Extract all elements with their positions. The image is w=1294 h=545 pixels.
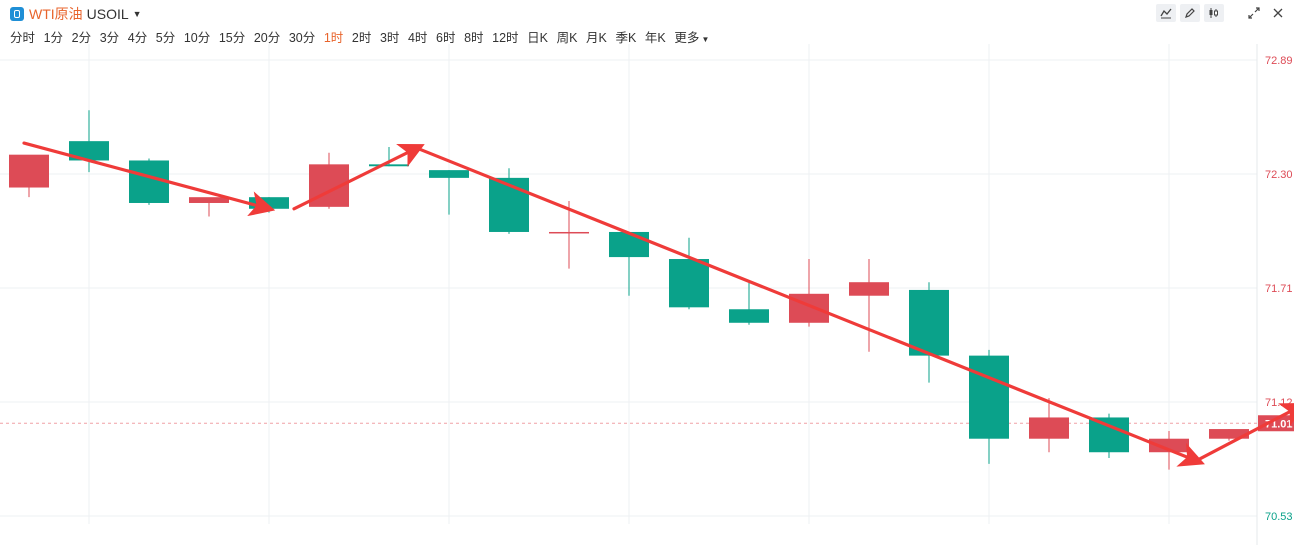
period-tab[interactable]: 日K bbox=[527, 31, 548, 45]
caret-down-icon[interactable]: ▼ bbox=[132, 9, 142, 19]
close-icon[interactable] bbox=[1268, 4, 1288, 22]
candle-body bbox=[1209, 429, 1249, 439]
period-tab[interactable]: 8时 bbox=[464, 31, 484, 45]
period-tab[interactable]: 1时 bbox=[323, 31, 344, 45]
candle-body bbox=[69, 141, 109, 161]
period-tab[interactable]: 2分 bbox=[71, 31, 92, 45]
candle-body bbox=[969, 355, 1009, 439]
trend-arrow bbox=[1192, 402, 1294, 464]
pencil-draw-tool-icon[interactable] bbox=[1180, 4, 1200, 22]
period-tab[interactable]: 月K bbox=[586, 31, 607, 45]
trend-arrow bbox=[22, 141, 276, 217]
candle-body bbox=[429, 170, 469, 178]
candle-body bbox=[9, 154, 49, 188]
y-tick-label: 72.89 bbox=[1265, 55, 1293, 67]
instrument-name: WTI原油 bbox=[29, 6, 83, 22]
y-tick-label: 72.30 bbox=[1265, 169, 1293, 181]
period-tabs: 分时 1分 2分 3分 4分 5分 10分 15分 20分 30分 1时 2时 3时 4时 6时 8时 12时日… bbox=[10, 27, 718, 46]
candle-body bbox=[669, 259, 709, 308]
period-tab[interactable]: 1分 bbox=[43, 31, 64, 45]
period-tab[interactable]: 年K bbox=[644, 31, 666, 45]
period-tab[interactable]: 周K bbox=[556, 31, 578, 45]
instrument-logo-icon bbox=[10, 7, 24, 21]
candlestick-style-icon[interactable] bbox=[1204, 4, 1224, 22]
candle-body bbox=[549, 231, 589, 234]
chart-tools bbox=[1156, 4, 1288, 22]
trend-arrow bbox=[412, 145, 1205, 467]
period-tab[interactable]: 5分 bbox=[155, 31, 176, 45]
candle-body bbox=[609, 231, 649, 258]
candle-body bbox=[249, 197, 289, 209]
line-draw-tool-icon[interactable] bbox=[1156, 4, 1176, 22]
period-tab[interactable]: 3时 bbox=[379, 31, 400, 45]
period-tab[interactable]: 分时 bbox=[10, 31, 36, 45]
period-tab[interactable]: 4分 bbox=[127, 31, 148, 45]
toolbar: WTI原油 USOIL ▼ bbox=[0, 0, 1294, 24]
candle-body bbox=[909, 289, 949, 356]
trend-arrow bbox=[292, 143, 425, 211]
instrument-symbol: USOIL bbox=[86, 6, 129, 22]
period-tab[interactable]: 30分 bbox=[288, 31, 316, 45]
caret-down-icon: ▼ bbox=[699, 35, 710, 44]
candle-body bbox=[489, 177, 529, 232]
period-tab[interactable]: 6时 bbox=[436, 31, 456, 45]
expand-icon[interactable] bbox=[1244, 4, 1264, 22]
period-tab[interactable]: 4时 bbox=[407, 31, 428, 45]
more-periods-button[interactable]: 更多 ▼ bbox=[674, 27, 709, 46]
candle-body bbox=[849, 282, 889, 296]
candle-body bbox=[1029, 417, 1069, 439]
candle-body bbox=[1089, 417, 1129, 453]
y-tick-label: 70.53 bbox=[1265, 511, 1293, 523]
y-tick-label: 71.71 bbox=[1265, 283, 1293, 295]
period-tab[interactable]: 15分 bbox=[218, 31, 246, 45]
instrument-selector[interactable]: WTI原油 USOIL ▼ bbox=[10, 4, 142, 24]
candle-body bbox=[189, 197, 229, 203]
period-tab[interactable]: 季K bbox=[615, 31, 637, 45]
more-label: 更多 bbox=[674, 31, 700, 45]
period-tab[interactable]: 10分 bbox=[183, 31, 211, 45]
period-tab[interactable]: 3分 bbox=[99, 31, 120, 45]
period-tab[interactable]: 2时 bbox=[351, 31, 372, 45]
candle-body bbox=[729, 309, 769, 323]
candle-body bbox=[369, 164, 409, 167]
period-tab[interactable]: 12时 bbox=[492, 31, 519, 45]
period-tab[interactable]: 20分 bbox=[253, 31, 281, 45]
y-tick-label: 71.12 bbox=[1265, 397, 1293, 409]
